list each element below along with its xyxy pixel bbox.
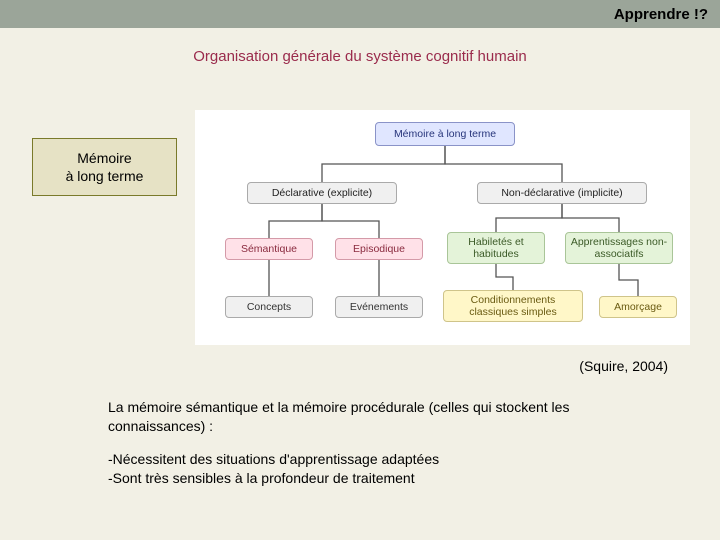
body-text: La mémoire sémantique et la mémoire proc… — [108, 398, 628, 502]
tree-node-epi: Episodique — [335, 238, 423, 260]
tree-node-even: Evénements — [335, 296, 423, 318]
header-title: Apprendre !? — [614, 6, 708, 23]
citation: (Squire, 2004) — [579, 358, 668, 374]
paragraph-2: -Nécessitent des situations d'apprentiss… — [108, 450, 628, 488]
header-bar: Apprendre !? — [0, 0, 720, 28]
tree-node-sem: Sémantique — [225, 238, 313, 260]
tree-node-ana: Apprentissages non-associatifs — [565, 232, 673, 264]
tree-node-amor: Amorçage — [599, 296, 677, 318]
tree-node-decl: Déclarative (explicite) — [247, 182, 397, 204]
page-subtitle: Organisation générale du système cogniti… — [0, 48, 720, 65]
side-label-text: Mémoireà long terme — [66, 149, 144, 185]
tree-node-root: Mémoire à long terme — [375, 122, 515, 146]
memory-tree-diagram: Mémoire à long terme Déclarative (explici… — [195, 110, 690, 345]
paragraph-1: La mémoire sémantique et la mémoire proc… — [108, 398, 628, 436]
tree-node-conc: Concepts — [225, 296, 313, 318]
side-label-box: Mémoireà long terme — [32, 138, 177, 196]
tree-node-ndecl: Non-déclarative (implicite) — [477, 182, 647, 204]
tree-node-hab: Habiletés et habitudes — [447, 232, 545, 264]
tree-node-ccs: Conditionnements classiques simples — [443, 290, 583, 322]
